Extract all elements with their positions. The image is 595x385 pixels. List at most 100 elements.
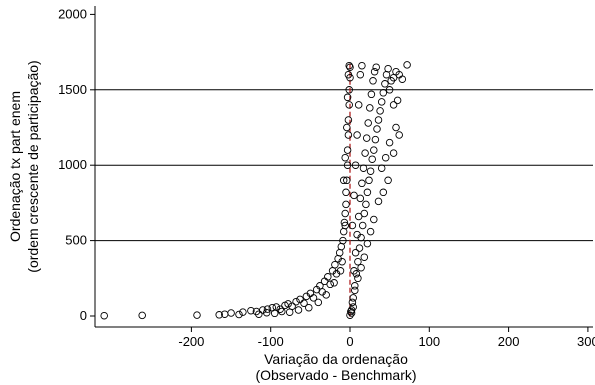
scatter-point [374, 197, 383, 206]
scatter-point [309, 294, 318, 302]
scatter-point [322, 291, 330, 299]
scatter-point [346, 311, 354, 319]
x-tick-label: 200 [498, 334, 520, 349]
scatter-point [276, 305, 284, 313]
scatter-point [362, 200, 370, 209]
scatter-point [351, 286, 359, 295]
scatter-point [366, 227, 375, 236]
scatter-point [348, 298, 357, 307]
scatter-point [370, 146, 378, 154]
scatter-point [354, 257, 362, 266]
scatter-point [343, 93, 352, 102]
scatter-point [343, 176, 351, 185]
scatter-point [389, 101, 398, 109]
scatter-point [393, 96, 402, 105]
scatter-point [349, 303, 357, 311]
scatter-point [377, 164, 386, 172]
x-tick-label: -100 [258, 334, 284, 349]
scatter-point [366, 104, 374, 112]
scatter-point [384, 176, 392, 185]
scatter-point [346, 63, 354, 71]
scatter-point [379, 188, 388, 197]
scatter-point [284, 300, 292, 308]
scatter-point [341, 209, 349, 218]
scatter-point [379, 89, 388, 97]
scatter-point [385, 138, 394, 147]
scatter-point [353, 230, 361, 239]
scatter-point [350, 267, 358, 275]
scatter-point [373, 125, 381, 133]
scatter-point [292, 297, 300, 306]
scatter-point [371, 135, 380, 144]
scatter-point [384, 64, 392, 73]
scatter-point [239, 308, 247, 316]
scatter-point [370, 67, 379, 76]
scatter-point [305, 303, 313, 312]
scatter-point [255, 310, 263, 318]
scatter-point [370, 215, 378, 224]
tick-layer: 0 500 1000 1500 2000 -200 -100 0 100 200 300 [58, 6, 595, 349]
scatter-point [403, 61, 411, 69]
scatter-point [351, 161, 360, 169]
x-tick-label: 0 [346, 334, 353, 349]
x-tick-label: 100 [418, 334, 440, 349]
scatter-point [262, 308, 271, 317]
scatter-point [368, 155, 376, 163]
scatter-point [356, 70, 365, 79]
scatter-point [382, 70, 391, 79]
scatter-point [365, 176, 373, 185]
scatter-point [272, 303, 281, 311]
scatter-point [259, 306, 267, 314]
scatter-point [366, 167, 375, 175]
scatter-point [355, 244, 364, 252]
scatter-point [385, 86, 394, 94]
scatter-point [354, 212, 363, 221]
scatter-point [342, 188, 350, 197]
scatter-point [348, 221, 357, 230]
scatter-point [350, 191, 358, 200]
scatter-point [345, 101, 353, 109]
scatter-point [351, 282, 359, 290]
scatter-point [138, 311, 146, 320]
scatter-point [294, 306, 303, 314]
scatter-point [364, 119, 372, 127]
scatter-point [392, 123, 400, 132]
scatter-point [338, 257, 346, 266]
x-axis-title-line-2: (Observado - Benchmark) [255, 367, 416, 383]
scatter-point [358, 179, 366, 188]
scatter-point [341, 153, 349, 162]
y-axis-title-line-2: (ordem crescente de participação) [25, 60, 41, 272]
scatter-point [361, 149, 369, 157]
scatter-point [381, 153, 390, 162]
scatter-point [359, 164, 368, 172]
scatter-point [331, 260, 339, 269]
scatter-point [345, 61, 353, 70]
x-tick-label: -200 [178, 334, 204, 349]
scatter-point [344, 70, 353, 79]
scatter-point [314, 298, 323, 307]
scatter-point [340, 218, 349, 227]
x-axis-title-line-1: Variação da ordenação [264, 351, 408, 367]
scatter-point [362, 134, 371, 142]
data-points [100, 61, 411, 320]
x-tick-label: 300 [577, 334, 595, 349]
scatter-point [227, 309, 235, 317]
scatter-point [336, 267, 345, 275]
scatter-point [326, 280, 334, 289]
scatter-point [339, 227, 348, 236]
scatter-point [351, 248, 360, 257]
scatter-point [345, 86, 353, 94]
scatter-point [347, 307, 355, 316]
y-axis-title-line-1: Ordenação tx part enem [7, 91, 23, 242]
scatter-point [377, 98, 386, 106]
scatter-point [357, 263, 365, 272]
scatter-point [263, 305, 272, 313]
scatter-point [342, 200, 350, 209]
scatter-point [296, 295, 304, 304]
scatter-point [337, 242, 346, 251]
scatter-point [356, 194, 365, 203]
y-tick-label: 1500 [58, 82, 87, 97]
scatter-point [278, 307, 286, 316]
scatter-point [339, 176, 348, 185]
